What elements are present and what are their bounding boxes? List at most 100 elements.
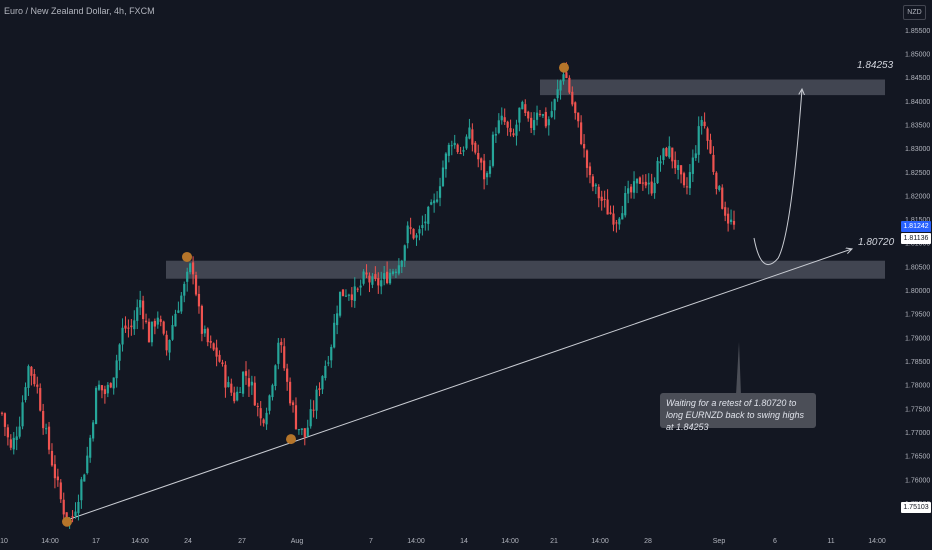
candle-body <box>83 474 86 482</box>
candle-body <box>239 391 242 393</box>
candle-body <box>541 114 545 116</box>
time-tick-label: 11 <box>827 538 834 545</box>
candle-body <box>459 153 462 155</box>
candle-body <box>565 72 568 79</box>
candle-body <box>353 286 356 301</box>
candle-body <box>365 272 368 275</box>
price-tick-label: 1.83500 <box>905 122 930 129</box>
candle-body <box>574 102 577 114</box>
candle-body <box>406 225 409 244</box>
candle-body <box>515 124 518 136</box>
candle-body <box>362 271 365 284</box>
candle-body <box>56 476 59 481</box>
candle-body <box>665 148 668 157</box>
candle-body <box>94 387 98 425</box>
candle-body <box>171 325 174 340</box>
candle-body <box>374 274 377 280</box>
candle-body <box>97 384 101 390</box>
candle-body <box>456 144 459 153</box>
candle-body <box>121 327 124 345</box>
candle-body <box>682 173 686 186</box>
low-price-tag: 1.75103 <box>901 502 931 513</box>
callout-note: Waiting for a retest of 1.80720 to long … <box>660 393 816 432</box>
price-tick-label: 1.80000 <box>905 288 930 295</box>
time-tick-label: 7 <box>369 538 373 545</box>
candle-body <box>297 429 301 431</box>
candle-body <box>400 260 403 267</box>
candle-body <box>706 128 709 141</box>
candle-body <box>133 320 136 330</box>
price-tick-label: 1.84000 <box>905 99 930 106</box>
candle-body <box>447 144 450 156</box>
candle-body <box>124 325 127 329</box>
candle-body <box>327 362 330 364</box>
candle-body <box>256 405 259 407</box>
candle-body <box>606 199 609 215</box>
candle-body <box>18 426 21 437</box>
candle-body <box>647 182 650 185</box>
time-axis[interactable]: 10 14:00 17 14:00 24 27 Aug 7 14:00 14 14:00 21 14:0… <box>0 538 886 545</box>
candle-body <box>603 199 606 201</box>
currency-button[interactable]: NZD <box>903 5 926 20</box>
candle-body <box>0 412 4 414</box>
time-tick-label: 14:00 <box>41 538 59 545</box>
candle-body <box>159 319 162 322</box>
candle-body <box>230 383 233 393</box>
price-tick-label: 1.77000 <box>905 430 930 437</box>
candle-body <box>162 321 165 334</box>
candle-body <box>497 120 500 133</box>
candle-body <box>103 389 106 395</box>
candle-body <box>265 412 268 425</box>
candle-body <box>594 184 597 187</box>
candle-body <box>347 294 350 296</box>
candle-body <box>147 321 151 343</box>
candle-body <box>679 165 683 175</box>
candle-body <box>250 381 253 386</box>
candle-body <box>650 181 653 194</box>
candle-body <box>9 439 12 448</box>
candle-body <box>65 512 68 519</box>
candle-body <box>153 320 156 327</box>
candle-body <box>241 371 245 394</box>
candle-body <box>553 99 556 111</box>
candle-body <box>556 89 559 99</box>
trendline-layer <box>66 249 852 521</box>
candle-body <box>732 220 736 225</box>
candle-body <box>291 402 295 406</box>
candle-body <box>444 153 448 170</box>
candle-body <box>53 464 57 479</box>
time-tick-label: Sep <box>713 538 726 545</box>
level-zone <box>166 260 885 279</box>
candle-body <box>718 186 721 191</box>
candle-body <box>77 501 80 514</box>
candle-body <box>694 153 697 159</box>
candle-body <box>477 153 480 160</box>
candle-body <box>315 389 318 411</box>
candle-body <box>438 186 442 198</box>
candle-body <box>535 112 539 120</box>
price-tick-label: 1.76000 <box>905 477 930 484</box>
candle-body <box>468 127 471 139</box>
candle-body <box>130 325 133 328</box>
candle-body <box>359 285 362 288</box>
price-tick-label: 1.81000 <box>905 241 930 248</box>
price-axis[interactable]: 1.85500 1.85000 1.84500 1.84000 1.83500 1.830… <box>905 28 930 508</box>
candle-body <box>577 112 580 122</box>
time-tick-label: Aug <box>291 538 304 545</box>
candle-body <box>550 111 553 117</box>
candle-body <box>582 144 586 149</box>
lower-level-label: 1.80720 <box>858 237 895 248</box>
candle-body <box>33 373 36 385</box>
candle-body <box>688 172 692 189</box>
candle-body <box>89 437 92 458</box>
candle-body <box>306 427 309 437</box>
candle-body <box>74 511 77 516</box>
candle-body <box>509 128 512 133</box>
candle-body <box>280 341 283 346</box>
time-tick-label: 10 <box>0 538 8 545</box>
candle-body <box>427 206 430 224</box>
candle-body <box>24 387 27 401</box>
candle-body <box>283 346 286 369</box>
candle-body <box>471 129 474 145</box>
